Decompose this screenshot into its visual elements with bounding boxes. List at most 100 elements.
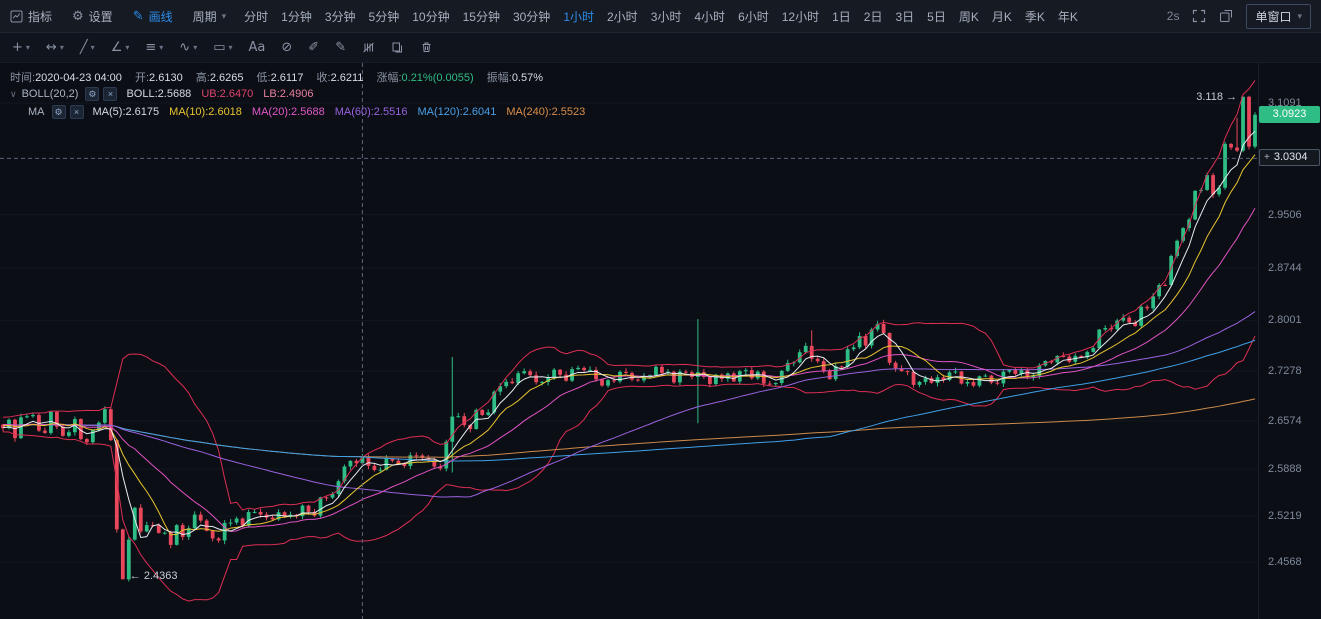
ma-close-icon[interactable]: × <box>69 105 84 119</box>
period-30分钟[interactable]: 30分钟 <box>512 9 551 24</box>
period-10分钟[interactable]: 10分钟 <box>412 9 450 24</box>
eraser-tool-icon: ✐ <box>308 40 320 55</box>
close-label: 收: <box>316 72 331 84</box>
crosshair-price-value: 3.0304 <box>1273 150 1308 163</box>
horizontal-line-tool[interactable]: ↔ ▾ <box>38 33 72 62</box>
gear-icon: ⚙ <box>72 8 84 23</box>
chart-region: 3.1091 2.9506 2.8744 2.8001 2.7278 2.6574 2.58… <box>0 63 1321 619</box>
amplitude-label: 振幅: <box>486 72 512 84</box>
measure-tool[interactable] <box>354 33 383 62</box>
settings-button[interactable]: ⚙ 设置 <box>72 8 113 25</box>
parallel-lines-tool-icon: ≡ <box>145 40 157 55</box>
chart-indicator-icon <box>10 10 23 23</box>
candlestick-chart[interactable] <box>0 63 1258 619</box>
fullscreen-icon[interactable] <box>1192 9 1206 23</box>
chevron-down-icon: ▾ <box>25 43 30 52</box>
period-6小时[interactable]: 6小时 <box>738 9 769 24</box>
time-label: 时间: <box>10 72 36 84</box>
high-label: 高: <box>195 72 210 84</box>
delete-tool[interactable] <box>412 33 441 62</box>
period-label: 周期 <box>192 9 217 24</box>
price-axis[interactable]: 3.1091 2.9506 2.8744 2.8001 2.7278 2.6574 2.58… <box>1258 63 1321 619</box>
trend-line-tool[interactable]: ╱ ▾ <box>72 33 103 62</box>
close-value: 2.6211 <box>330 72 364 84</box>
copy-tool-icon <box>391 41 404 54</box>
indicator-value: MA(240):2.5523 <box>506 106 586 118</box>
period-dropdown[interactable]: 周期 ▾ <box>193 8 227 25</box>
boll-settings-icon[interactable]: ⚙ <box>85 87 100 101</box>
period-12小时[interactable]: 12小时 <box>781 9 820 24</box>
chevron-down-icon: ▾ <box>59 43 64 52</box>
price-axis-label: 2.6574 <box>1268 414 1302 427</box>
period-5日[interactable]: 5日 <box>927 9 946 24</box>
indicator-value: BOLL:2.5688 <box>126 88 192 100</box>
period-3小时[interactable]: 3小时 <box>650 9 682 24</box>
boll-title: BOLL(20,2) <box>21 88 79 100</box>
window-mode-label: 单窗口 <box>1255 9 1292 24</box>
refresh-interval: 2s <box>1166 9 1180 23</box>
parallel-lines-tool[interactable]: ≡ ▾ <box>137 33 171 62</box>
period-月K[interactable]: 月K <box>991 9 1012 24</box>
period-1日[interactable]: 1日 <box>832 9 851 24</box>
period-年K[interactable]: 年K <box>1057 9 1078 24</box>
period-周K[interactable]: 周K <box>958 9 979 24</box>
open-label: 开: <box>134 72 150 84</box>
angle-line-tool[interactable]: ∠ ▾ <box>103 33 138 62</box>
crosshair-tool[interactable]: + ▾ <box>4 33 38 62</box>
boll-close-icon[interactable]: × <box>103 87 118 101</box>
price-axis-label: 2.5219 <box>1268 510 1302 523</box>
period-15分钟[interactable]: 15分钟 <box>462 9 500 24</box>
period-5分钟[interactable]: 5分钟 <box>368 9 400 24</box>
price-axis-label: 2.9506 <box>1268 208 1302 221</box>
shapes-tool-icon: ▭ <box>213 40 226 55</box>
toolbar-right-group: 2s 单窗口 ▾ <box>1166 3 1311 29</box>
ma-settings-icon[interactable]: ⚙ <box>51 105 66 119</box>
period-2小时[interactable]: 2小时 <box>607 9 638 24</box>
ma-title: MA <box>28 106 45 118</box>
wave-tool[interactable]: ∿ ▾ <box>171 33 205 62</box>
hide-drawings-tool[interactable]: ⊘ <box>273 33 300 62</box>
crosshair-icon: + <box>1264 151 1270 163</box>
eraser-tool[interactable]: ✐ <box>300 33 327 62</box>
pencil-icon: ✎ <box>132 8 144 23</box>
high-annotation: 3.118 → <box>1196 90 1238 103</box>
change-label: 涨幅: <box>376 72 402 84</box>
period-3分钟[interactable]: 3分钟 <box>324 9 356 24</box>
chevron-down-icon: ▾ <box>193 43 198 52</box>
draw-button[interactable]: ✎ 画线 <box>133 8 173 25</box>
low-label: 低: <box>256 72 271 84</box>
price-axis-label: 2.8001 <box>1268 314 1302 327</box>
shapes-tool[interactable]: ▭ ▾ <box>205 33 240 62</box>
measure-tool-icon <box>362 41 375 54</box>
period-1小时[interactable]: 1小时 <box>563 9 594 24</box>
ohlc-info-bar: 时间:2020-04-23 04:00 开:2.6130 高:2.6265 低:… <box>10 69 553 85</box>
last-price-badge: 3.0923 <box>1259 106 1320 124</box>
text-tool[interactable]: Aa <box>241 33 274 62</box>
copy-tool[interactable] <box>383 33 412 62</box>
crosshair-tool-icon: + <box>12 40 23 55</box>
hide-drawings-tool-icon: ⊘ <box>281 40 293 55</box>
open-value: 2.6130 <box>149 72 183 84</box>
period-3日[interactable]: 3日 <box>895 9 915 24</box>
time-value: 2020-04-23 04:00 <box>35 72 122 84</box>
period-4小时[interactable]: 4小时 <box>694 9 726 24</box>
drawing-toolbar: + ▾ ↔ ▾ ╱ ▾ ∠ ▾ ≡ ▾ ∿ ▾ ▭ ▾ Aa ⊘ ✐ ✎ <box>0 33 1321 63</box>
amplitude-value: 0.57% <box>511 72 544 84</box>
boll-indicator-row: ∨ BOLL(20,2) ⚙ × BOLL:2.5688 UB:2.6470 LB:… <box>10 87 323 101</box>
indicator-button[interactable]: 指标 <box>10 8 52 25</box>
brush-tool[interactable]: ✎ <box>327 33 354 62</box>
window-mode-select[interactable]: 单窗口 ▾ <box>1246 3 1311 29</box>
period-1分钟[interactable]: 1分钟 <box>281 9 312 24</box>
multi-window-layout-icon[interactable] <box>1219 9 1233 23</box>
price-axis-label: 2.4568 <box>1268 555 1302 568</box>
low-value: 2.6117 <box>270 72 304 84</box>
text-tool-icon: Aa <box>248 40 266 55</box>
period-分时[interactable]: 分时 <box>244 9 269 24</box>
price-axis-label: 3.1091 <box>1268 96 1302 109</box>
indicator-value: MA(5):2.6175 <box>92 106 160 118</box>
period-2日[interactable]: 2日 <box>863 9 883 24</box>
collapse-chevron-icon[interactable]: ∨ <box>10 88 17 99</box>
main-toolbar: 指标 ⚙ 设置 ✎ 画线 周期 ▾ 分时 1分钟 3分钟 5分钟 10分钟 15分钟 30分… <box>0 0 1321 33</box>
indicator-value: LB:2.4906 <box>263 88 314 100</box>
period-季K[interactable]: 季K <box>1024 9 1045 24</box>
